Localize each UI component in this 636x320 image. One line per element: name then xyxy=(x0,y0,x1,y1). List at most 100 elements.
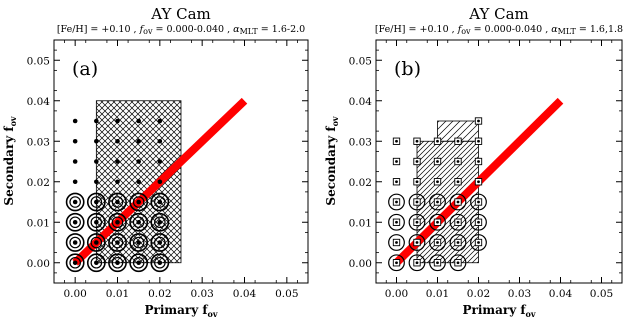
chart-subtitle: [Fe/H] = +0.10 , fov = 0.000-0.040 , αML… xyxy=(375,24,623,36)
model-point xyxy=(449,254,467,272)
model-point xyxy=(129,192,149,212)
model-point xyxy=(470,213,487,231)
model-point xyxy=(388,254,405,272)
x-tick-label: 0.03 xyxy=(508,288,531,300)
model-point xyxy=(408,234,426,251)
point-outer-ring xyxy=(108,212,127,232)
point-dot xyxy=(72,118,78,124)
panel-label: (b) xyxy=(394,58,421,80)
point-outer-ring xyxy=(150,253,170,273)
plot-frame xyxy=(53,39,309,284)
y-tick-label: 0.05 xyxy=(349,55,372,67)
point-dot xyxy=(477,119,480,123)
point-dot xyxy=(94,118,99,124)
model-point xyxy=(115,179,120,185)
point-outer-ring xyxy=(65,253,85,273)
model-point xyxy=(413,157,421,166)
chart-title: AY Cam xyxy=(150,5,211,23)
point-dot xyxy=(72,138,78,144)
model-point xyxy=(157,118,163,124)
point-dot xyxy=(136,199,141,205)
point-inner-ring xyxy=(111,196,124,208)
point-inner-ring xyxy=(154,236,166,249)
model-point xyxy=(65,233,85,252)
point-dot xyxy=(477,241,480,244)
point-dot xyxy=(94,219,99,225)
point-inner-ring xyxy=(90,236,103,249)
point-inner-ring xyxy=(90,256,103,269)
model-point xyxy=(433,137,442,145)
point-dot xyxy=(94,138,99,144)
model-point xyxy=(157,179,163,185)
point-dot xyxy=(436,241,439,244)
point-dot xyxy=(157,179,163,185)
x-tick-label: 0.01 xyxy=(426,288,449,300)
point-outer-ring xyxy=(150,212,170,232)
y-tick-label: 0.03 xyxy=(349,136,372,148)
model-point xyxy=(94,138,99,144)
point-dot xyxy=(115,260,120,266)
model-point xyxy=(72,118,78,124)
model-point xyxy=(449,193,467,211)
model-point xyxy=(408,193,426,211)
point-dot xyxy=(395,220,398,224)
point-dot xyxy=(72,199,78,205)
model-point xyxy=(65,253,85,273)
model-point xyxy=(136,138,141,144)
model-point xyxy=(392,178,401,186)
axis-ticks: 0.00 0.01 0.02 0.03 0.04 0.05 0.00 0.01 0.02 0.03… xyxy=(27,40,308,300)
point-inner-ring xyxy=(132,196,145,208)
point-dot xyxy=(436,139,439,143)
point-dot xyxy=(415,200,419,204)
point-dot xyxy=(477,200,480,204)
point-dot xyxy=(456,139,460,143)
model-point xyxy=(136,179,141,185)
model-point xyxy=(392,157,401,166)
point-inner-ring xyxy=(90,196,103,208)
point-dot xyxy=(456,241,460,244)
model-point xyxy=(470,234,487,251)
x-tick-label: 0.05 xyxy=(275,288,298,300)
point-dot xyxy=(456,261,460,265)
point-dot xyxy=(94,260,99,266)
point-inner-ring xyxy=(154,196,166,208)
point-dot xyxy=(477,160,480,163)
hatched-regions xyxy=(416,120,479,264)
panel-b: AY Cam [Fe/H] = +0.10 , fov = 0.000-0.04… xyxy=(324,5,623,319)
point-inner-ring xyxy=(69,256,81,269)
plot-frame xyxy=(375,39,623,284)
model-point xyxy=(474,178,483,186)
model-point xyxy=(72,159,78,164)
model-point xyxy=(413,178,421,186)
point-outer-ring xyxy=(129,212,149,232)
point-outer-ring xyxy=(108,192,127,212)
point-outer-ring xyxy=(129,253,149,273)
model-point xyxy=(408,254,426,272)
point-inner-ring xyxy=(69,196,81,208)
x-tick-label: 0.04 xyxy=(233,288,257,300)
point-dot xyxy=(415,220,419,224)
point-outer-ring xyxy=(108,233,127,252)
point-ring xyxy=(388,193,405,211)
point-dot xyxy=(436,160,439,163)
plot-area xyxy=(65,97,248,273)
point-dot xyxy=(94,240,99,245)
model-point xyxy=(136,118,141,124)
panel-label: (a) xyxy=(72,58,98,80)
model-point xyxy=(429,193,446,211)
model-point xyxy=(72,179,78,185)
model-point xyxy=(433,157,442,166)
point-dot xyxy=(136,179,141,185)
model-point xyxy=(454,178,462,186)
point-dot xyxy=(157,159,163,164)
point-ring xyxy=(449,193,467,211)
point-outer-ring xyxy=(150,233,170,252)
model-points xyxy=(65,118,170,273)
model-point xyxy=(150,192,170,212)
point-outer-ring xyxy=(86,253,106,273)
y-tick-label: 0.00 xyxy=(349,258,372,270)
point-outer-ring xyxy=(86,233,106,252)
model-point xyxy=(429,254,446,272)
point-ring xyxy=(449,254,467,272)
point-inner-ring xyxy=(132,256,145,269)
